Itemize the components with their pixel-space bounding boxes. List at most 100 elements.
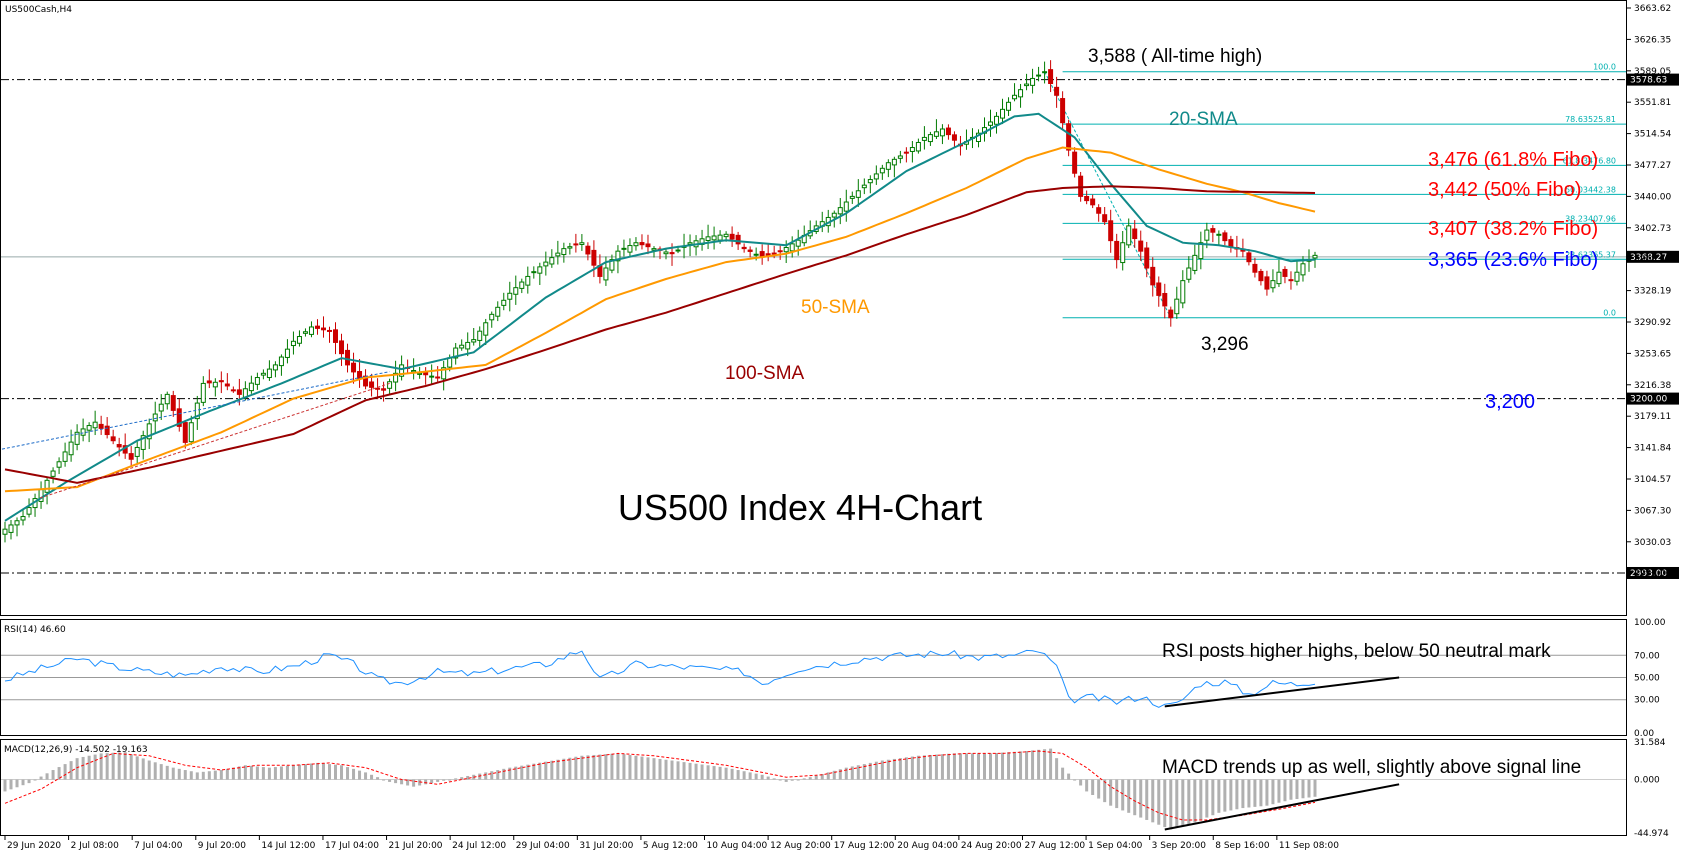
- macd-histogram-bar: [790, 779, 794, 781]
- macd-signal-line: [4, 750, 1316, 821]
- macd-histogram-bar: [297, 764, 301, 780]
- macd-tick-label: -44.974: [1634, 829, 1669, 839]
- rsi-tick-label: 0.00: [1634, 729, 1654, 739]
- candle-body: [1312, 254, 1318, 259]
- candle-body: [1258, 270, 1264, 282]
- macd-histogram-bar: [904, 757, 908, 780]
- macd-histogram-bar: [592, 754, 596, 780]
- price-tag-box: [1627, 73, 1679, 86]
- price-axis: 3663.62 3626.35 3589.05 3551.81 3514.54 3477.…: [1627, 4, 1671, 579]
- candle-body: [537, 266, 543, 274]
- candle-body: [627, 245, 633, 253]
- candle-body: [573, 243, 579, 246]
- main-panel-frame: [0, 0, 1627, 616]
- macd-histogram-bar: [1307, 779, 1311, 798]
- macd-histogram-bar: [814, 775, 818, 780]
- macd-histogram-bar: [724, 767, 728, 780]
- candle-body: [477, 330, 483, 341]
- macd-histogram-bar: [892, 758, 896, 780]
- macd-histogram-bar: [1145, 779, 1149, 820]
- macd-histogram-bar: [1289, 779, 1293, 800]
- candle-body: [206, 380, 212, 384]
- fibo-trendline: [1044, 71, 1172, 318]
- candle-body: [591, 249, 597, 266]
- macd-histogram-bar: [484, 772, 488, 780]
- price-tick-label: 3477.27: [1634, 161, 1671, 171]
- candle-body: [441, 367, 447, 380]
- candle-body: [453, 347, 459, 359]
- macd-histogram-bar: [964, 753, 968, 780]
- rsi-indicator: 100.00 70.00 50.00 30.00 0.00: [1, 618, 1666, 739]
- macd-histogram-bar: [45, 773, 49, 780]
- candle-body: [549, 257, 555, 265]
- fibo-236-annotation: 3,365 (23.6% Fibo): [1428, 249, 1598, 271]
- macd-tick-label: 31.584: [1634, 738, 1666, 748]
- candle-body: [939, 128, 945, 137]
- candle-body: [1198, 242, 1204, 260]
- macd-histogram-bar: [273, 767, 277, 780]
- macd-histogram-bar: [231, 767, 235, 780]
- macd-histogram-bar: [1211, 779, 1215, 816]
- macd-histogram-bar: [57, 767, 61, 780]
- macd-histogram-bar: [1037, 749, 1041, 780]
- macd-histogram-bar: [418, 779, 422, 786]
- macd-histogram-bar: [898, 758, 902, 780]
- candle-body: [465, 341, 471, 350]
- macd-histogram-bar: [514, 766, 518, 780]
- macd-histogram-bar: [490, 771, 494, 780]
- macd-histogram-bar: [616, 753, 620, 780]
- macd-histogram-bar: [340, 765, 344, 780]
- ath-annotation: 3,588 ( All-time high): [1088, 46, 1262, 67]
- macd-histogram-bar: [874, 761, 878, 780]
- candle-body: [561, 248, 567, 256]
- macd-histogram-bar: [1055, 758, 1059, 780]
- macd-histogram-bar: [1193, 779, 1197, 823]
- candle-body: [579, 242, 585, 245]
- macd-histogram-bar: [958, 753, 962, 780]
- time-tick-label: 14 Jul 12:00: [261, 841, 315, 851]
- macd-histogram-bar: [15, 779, 19, 788]
- candle-body: [290, 340, 296, 347]
- candlesticks: [2, 60, 1318, 543]
- trendlines: [1, 371, 390, 499]
- candle-body: [1120, 242, 1126, 264]
- candle-body: [837, 207, 843, 215]
- candle-body: [603, 267, 609, 281]
- time-tick-label: 31 Jul 20:00: [579, 841, 633, 851]
- time-tick-label: 24 Jul 12:00: [452, 841, 506, 851]
- macd-histogram-bar: [105, 753, 109, 780]
- macd-histogram-bar: [1175, 779, 1179, 828]
- candle-body: [272, 364, 278, 371]
- candle-body: [1006, 101, 1012, 111]
- candle-body: [843, 201, 849, 212]
- macd-histogram-bar: [382, 779, 386, 781]
- candle-body: [519, 281, 525, 289]
- candle-body: [567, 246, 573, 249]
- macd-histogram-bar: [568, 757, 572, 780]
- macd-histogram-bar: [327, 764, 331, 780]
- time-tick-label: 8 Sep 16:00: [1215, 841, 1270, 851]
- candle-body: [296, 336, 302, 344]
- fibo-50-annotation: 3,442 (50% Fibo): [1428, 179, 1581, 201]
- candle-body: [1132, 228, 1138, 240]
- macd-histogram-bar: [886, 759, 890, 780]
- candle-body: [176, 408, 182, 427]
- fibo-level-label: 78.63525.81: [1565, 115, 1616, 124]
- candle-body: [1018, 89, 1024, 98]
- macd-histogram-bar: [508, 767, 512, 780]
- candle-body: [326, 329, 332, 332]
- macd-histogram-bar: [640, 756, 644, 780]
- candle-body: [1246, 252, 1252, 263]
- macd-histogram-bar: [880, 760, 884, 780]
- candle-body: [1144, 247, 1150, 269]
- price-tag-box: [1627, 250, 1679, 263]
- time-tick-label: 20 Aug 04:00: [897, 841, 958, 851]
- macd-histogram-bar: [255, 766, 259, 780]
- candle-body: [134, 446, 140, 457]
- candle-body: [1048, 69, 1054, 85]
- macd-histogram-bar: [1205, 779, 1209, 818]
- candle-body: [26, 507, 32, 515]
- sma-line-100-sma: [4, 185, 1316, 484]
- candle-body: [1096, 207, 1102, 214]
